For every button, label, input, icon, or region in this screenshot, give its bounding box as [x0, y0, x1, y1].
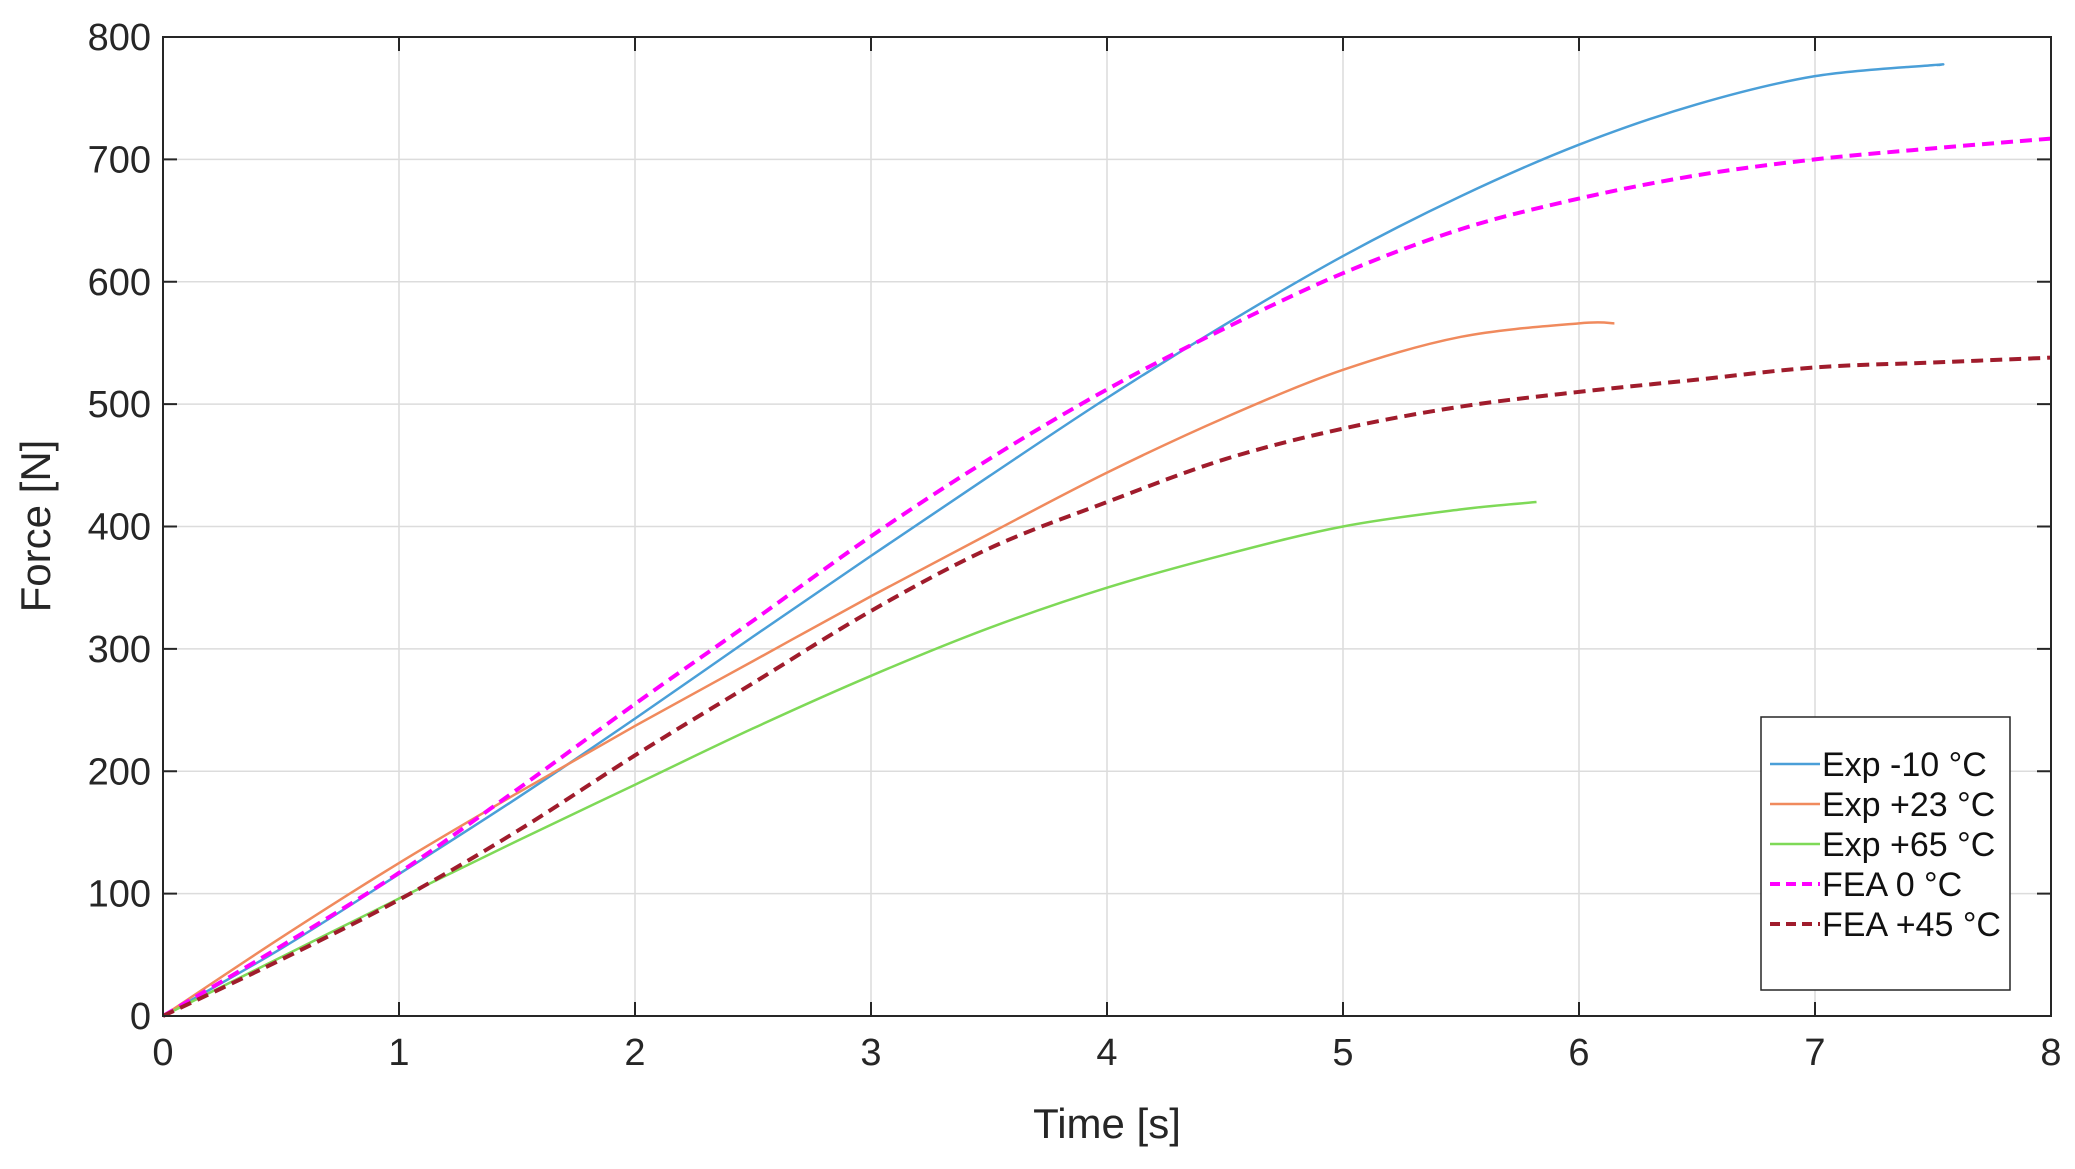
x-axis-title: Time [s] [1033, 1100, 1181, 1147]
y-tick-label: 200 [88, 751, 151, 793]
legend-label-fea-0-c: FEA 0 °C [1822, 866, 1962, 904]
y-tick-label: 800 [88, 17, 151, 59]
legend-box [1760, 716, 2011, 991]
x-tick-label: 7 [1804, 1032, 1825, 1074]
legend-label-exp-10-c: Exp -10 °C [1822, 746, 1987, 784]
y-tick-label: 0 [130, 996, 151, 1038]
series-line-exp-23-c [162, 321, 1615, 1018]
x-tick-label: 4 [1096, 1032, 1117, 1074]
series-line-fea-45-c [162, 355, 2052, 1018]
y-axis-title: Force [N] [12, 440, 59, 613]
y-tick-label: 100 [88, 874, 151, 916]
y-tick-label: 500 [88, 384, 151, 426]
x-tick-label: 2 [624, 1032, 645, 1074]
series-line-exp-65-c [162, 500, 1537, 1018]
legend-label-exp-23-c: Exp +23 °C [1822, 786, 1995, 824]
legend-label-exp-65-c: Exp +65 °C [1822, 826, 1995, 864]
legend-label-fea-45-c: FEA +45 °C [1822, 906, 2001, 944]
y-tick-label: 600 [88, 262, 151, 304]
x-tick-label: 3 [860, 1032, 881, 1074]
y-tick-label: 700 [88, 139, 151, 181]
series-line-exp-10-c [162, 63, 1945, 1018]
x-tick-label: 5 [1332, 1032, 1353, 1074]
y-tick-label: 300 [88, 629, 151, 671]
x-tick-label: 1 [388, 1032, 409, 1074]
x-tick-label: 0 [152, 1032, 173, 1074]
series-lines [161, 63, 2052, 1018]
series-line-fea-0-c [161, 136, 2052, 1018]
axis-ticks: 0 1 2 3 4 5 6 7 8 0 100 200 300 400 500 600 700 800 [88, 17, 2062, 1074]
y-tick-label: 400 [88, 507, 151, 549]
x-tick-label: 8 [2040, 1032, 2061, 1074]
x-tick-label: 6 [1568, 1032, 1589, 1074]
